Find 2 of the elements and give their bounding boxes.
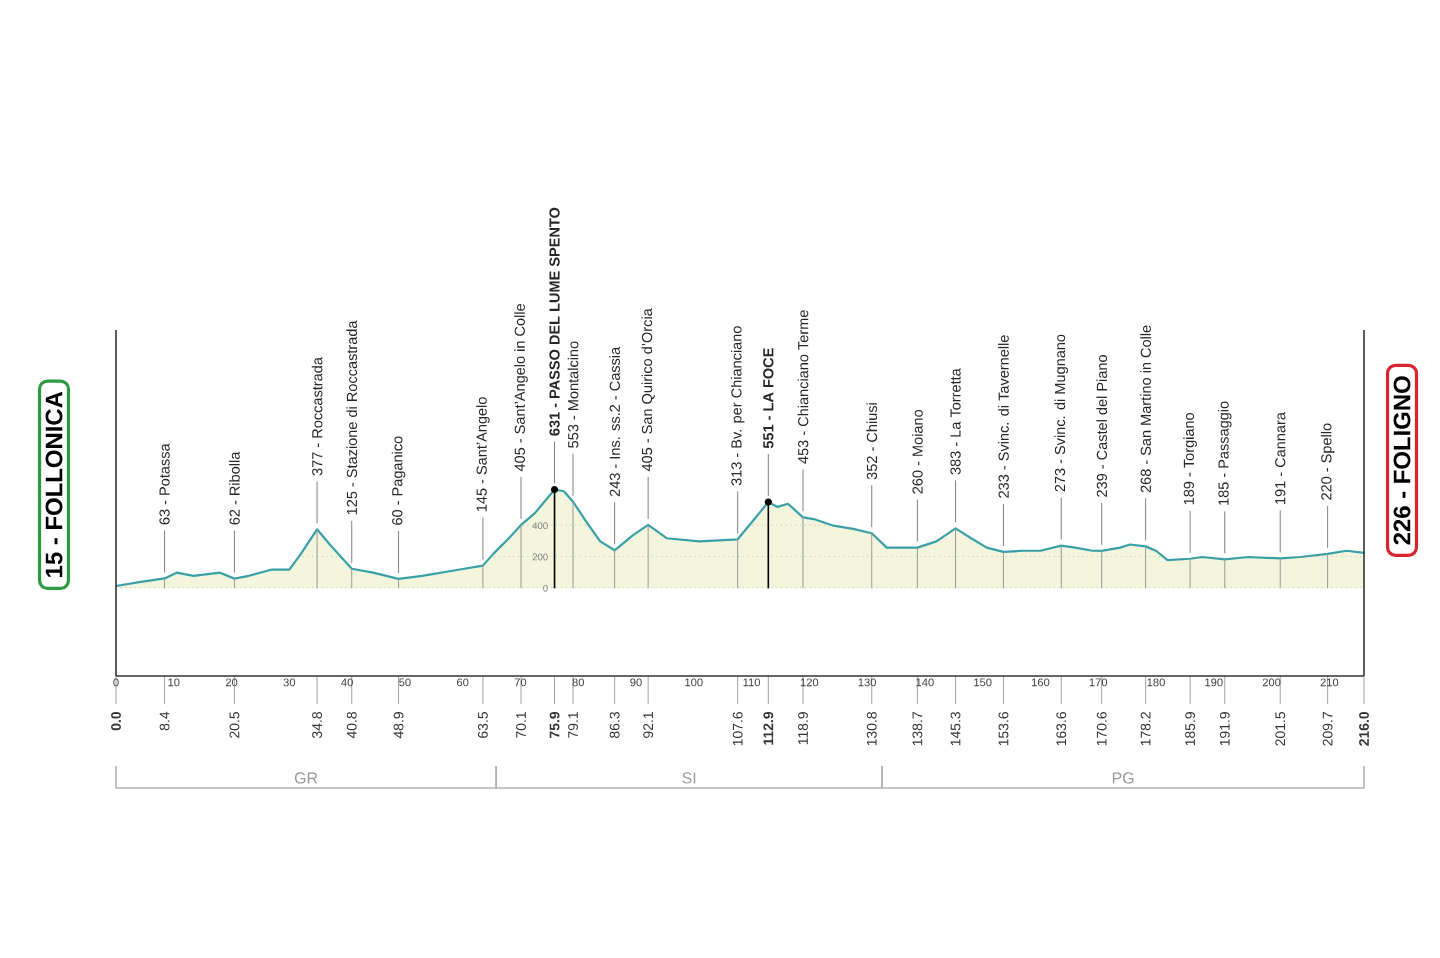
annotation: 15 - FOLLONICA	[45, 391, 63, 577]
annotation: 226 - FOLIGNO	[1393, 376, 1411, 545]
